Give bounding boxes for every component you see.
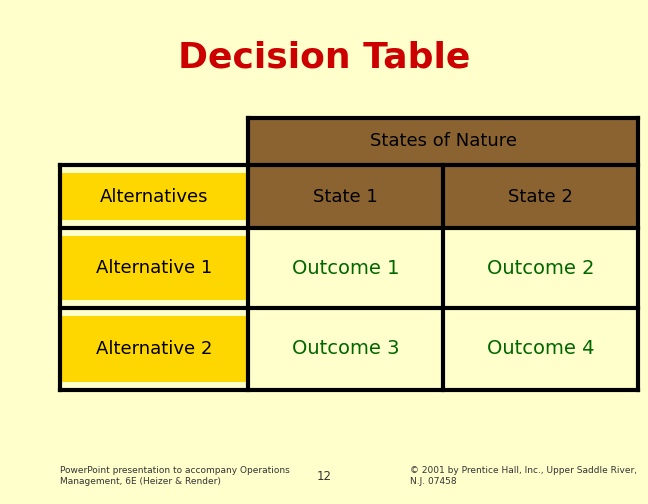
Text: Alternatives: Alternatives: [100, 187, 208, 206]
Text: Decision Table: Decision Table: [178, 41, 470, 75]
Text: States of Nature: States of Nature: [369, 133, 516, 151]
Text: State 2: State 2: [508, 187, 573, 206]
Bar: [62, 236, 246, 300]
Text: Outcome 1: Outcome 1: [292, 259, 399, 278]
Text: State 1: State 1: [313, 187, 378, 206]
Text: Outcome 3: Outcome 3: [292, 340, 399, 358]
Text: Alternative 1: Alternative 1: [96, 259, 212, 277]
Text: Outcome 4: Outcome 4: [487, 340, 594, 358]
Bar: [62, 173, 246, 220]
Text: PowerPoint presentation to accompany Operations
Management, 6E (Heizer & Render): PowerPoint presentation to accompany Ope…: [60, 466, 290, 486]
Bar: [443, 308, 638, 390]
Bar: [248, 118, 638, 165]
Text: 12: 12: [316, 470, 332, 482]
Bar: [248, 165, 638, 228]
Bar: [443, 228, 638, 308]
Text: © 2001 by Prentice Hall, Inc., Upper Saddle River,
N.J. 07458: © 2001 by Prentice Hall, Inc., Upper Sad…: [410, 466, 637, 486]
Text: Outcome 2: Outcome 2: [487, 259, 594, 278]
Bar: [248, 308, 443, 390]
Bar: [248, 228, 443, 308]
Bar: [62, 316, 246, 382]
Text: Alternative 2: Alternative 2: [96, 340, 212, 358]
